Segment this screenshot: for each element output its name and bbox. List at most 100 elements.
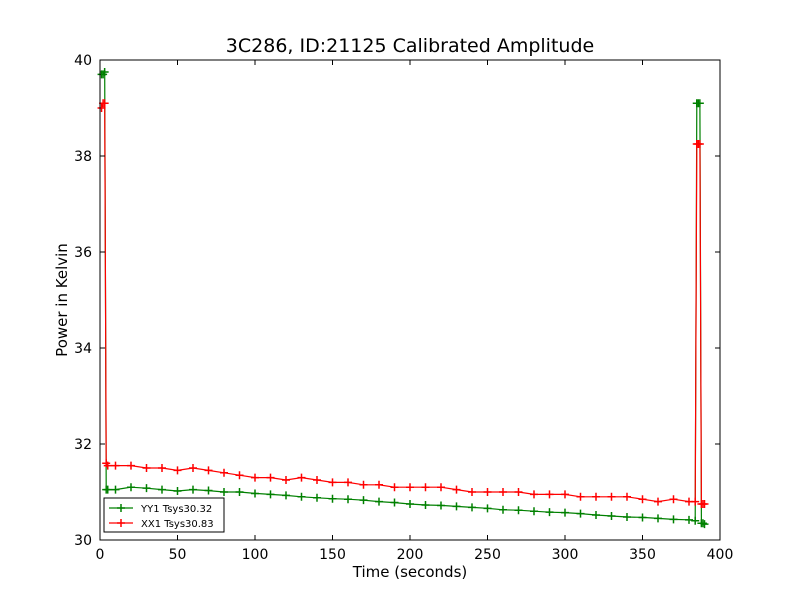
data-point (127, 461, 135, 470)
data-point (204, 486, 213, 495)
data-point (421, 483, 430, 492)
data-point (700, 500, 709, 508)
y-tick-label: 36 (74, 245, 92, 261)
data-point (173, 487, 182, 496)
data-point (607, 492, 616, 501)
data-point (654, 514, 662, 523)
data-point (189, 485, 197, 494)
data-point (691, 516, 700, 525)
data-point (669, 515, 678, 524)
x-tick-label: 100 (242, 547, 269, 563)
x-tick-label: 150 (319, 547, 346, 563)
data-point (700, 520, 709, 529)
data-point (421, 500, 430, 509)
axis-ticks: 0 50 100 150 200 250 300 350 400 30 32 34 36 38 40 (74, 53, 733, 563)
data-point (103, 485, 112, 494)
data-point (545, 490, 554, 499)
data-point (100, 99, 109, 108)
data-point (576, 509, 585, 518)
data-point (142, 464, 151, 472)
y-tick-label: 38 (74, 149, 92, 165)
data-point (328, 494, 337, 503)
data-point (483, 488, 492, 496)
data-point (514, 506, 523, 515)
data-point (375, 480, 383, 489)
legend-label: YY1 Tsys30.32 (140, 504, 212, 515)
data-point (111, 485, 120, 494)
data-point (623, 512, 631, 521)
data-point (251, 489, 259, 498)
data-point (297, 492, 306, 501)
data-point (282, 476, 290, 484)
data-point (266, 490, 275, 499)
data-point (390, 483, 399, 492)
data-point (437, 501, 445, 510)
data-point (695, 99, 704, 108)
data-point (100, 68, 109, 76)
data-point (514, 488, 523, 496)
data-point (576, 492, 585, 501)
y-tick-label: 34 (74, 341, 92, 357)
x-axis-label: Time (seconds) (352, 563, 468, 581)
x-tick-label: 300 (552, 547, 579, 563)
data-point (344, 478, 352, 487)
data-point (698, 519, 707, 528)
data-point (623, 492, 631, 501)
legend-frame (103, 497, 225, 533)
data-point (127, 483, 135, 492)
data-point (669, 495, 678, 504)
data-point (468, 488, 476, 496)
data-point (638, 495, 647, 504)
data-point (97, 104, 106, 112)
data-point (220, 468, 228, 477)
data-point (685, 515, 693, 524)
data-point (499, 505, 507, 514)
x-tick-label: 0 (96, 547, 105, 563)
data-point (189, 464, 197, 472)
data-point (695, 140, 704, 148)
data-point (251, 473, 259, 482)
data-point (158, 485, 166, 494)
data-point (359, 496, 368, 505)
series-layer (97, 68, 709, 529)
data-point (204, 466, 213, 475)
y-tick-label: 40 (74, 53, 92, 69)
data-point (468, 503, 476, 512)
data-point (530, 490, 538, 499)
data-point (266, 473, 275, 482)
data-point (592, 492, 600, 501)
x-tick-label: 200 (397, 547, 424, 563)
data-point (235, 488, 244, 496)
data-point (390, 498, 399, 507)
data-point (483, 504, 492, 513)
data-point (452, 485, 461, 494)
y-axis-label: Power in Kelvin (53, 243, 71, 357)
series-2 (97, 99, 709, 508)
x-tick-label: 50 (169, 547, 187, 563)
data-point (375, 497, 383, 506)
data-point (638, 513, 647, 522)
data-point (561, 508, 569, 517)
data-point (561, 490, 569, 499)
data-point (406, 500, 414, 508)
data-point (406, 483, 414, 492)
data-point (142, 484, 151, 493)
data-point (359, 480, 368, 489)
data-point (654, 497, 662, 506)
data-point (173, 466, 182, 475)
legend: YY1 Tsys30.32 XX1 Tsys30.83 (103, 497, 225, 533)
chart-title: 3C286, ID:21125 Calibrated Amplitude (226, 35, 594, 57)
y-tick-label: 30 (74, 533, 92, 549)
data-point (592, 511, 600, 520)
x-tick-label: 350 (629, 547, 656, 563)
data-point (530, 507, 538, 516)
data-point (111, 461, 120, 470)
x-tick-label: 400 (707, 547, 734, 563)
data-point (437, 483, 445, 492)
data-point (344, 495, 352, 504)
data-point (452, 502, 461, 511)
y-tick-label: 32 (74, 437, 92, 453)
plot-area (100, 60, 720, 540)
data-point (282, 491, 290, 500)
